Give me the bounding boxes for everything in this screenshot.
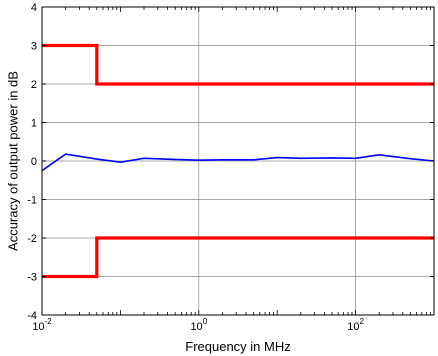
y-tick-label: 1: [31, 118, 37, 130]
x-tick-base: 10: [347, 321, 359, 333]
y-tick-label: 0: [31, 156, 37, 168]
y-tick-label: -3: [27, 272, 37, 284]
x-tick-label: 10-2: [32, 317, 52, 333]
ticks: [41, 6, 434, 316]
y-tick-label: 2: [31, 79, 37, 91]
y-tick-label: 3: [31, 41, 37, 53]
x-tick-exponent: 0: [203, 317, 208, 326]
series-line-lower-limit: [42, 236, 434, 279]
series-line-upper-limit: [42, 43, 434, 86]
x-tick-base: 10: [190, 321, 202, 333]
y-tick-label: -4: [27, 310, 37, 322]
y-tick-labels: 4 3 2 1 0 -1 -2 -3 -4: [27, 2, 37, 322]
x-tick-label: 102: [347, 317, 364, 333]
x-tick-label: 100: [190, 317, 207, 333]
x-tick-base: 10: [32, 321, 44, 333]
x-tick-exponent: 2: [359, 317, 364, 326]
y-tick-label: -1: [27, 195, 37, 207]
x-tick-labels: 10-2 100 102: [32, 317, 364, 333]
x-tick-exponent: -2: [45, 317, 53, 326]
y-tick-label: 4: [31, 2, 37, 14]
y-axis-label: Accuracy of output power in dB: [5, 71, 20, 251]
series-line-measured: [41, 153, 435, 172]
x-axis-label: Frequency in MHz: [185, 339, 290, 354]
y-tick-label: -2: [27, 233, 37, 245]
series-layer: [41, 43, 435, 279]
